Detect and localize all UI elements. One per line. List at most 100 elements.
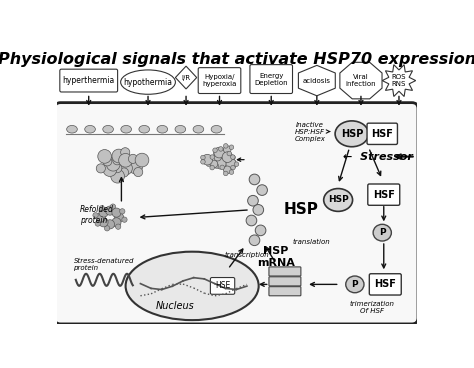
Circle shape [111,169,125,183]
Circle shape [219,147,223,151]
Circle shape [112,208,121,217]
FancyBboxPatch shape [210,277,235,294]
FancyBboxPatch shape [369,274,401,295]
Circle shape [103,157,112,166]
Ellipse shape [373,224,392,241]
Circle shape [105,220,115,229]
Circle shape [99,208,108,217]
Ellipse shape [121,70,175,94]
Circle shape [231,165,235,170]
Circle shape [257,185,267,195]
Polygon shape [175,66,197,89]
Circle shape [234,162,239,166]
Ellipse shape [67,125,77,133]
Ellipse shape [126,252,259,320]
Text: HSE: HSE [215,282,230,290]
Circle shape [98,149,111,163]
Ellipse shape [346,276,364,293]
Circle shape [118,161,132,175]
Polygon shape [382,65,416,96]
Circle shape [215,158,226,169]
Circle shape [96,213,105,222]
Circle shape [112,218,121,227]
Circle shape [214,151,218,156]
Text: P: P [379,228,385,237]
FancyBboxPatch shape [269,277,301,286]
Circle shape [119,209,125,214]
Circle shape [104,226,110,231]
FancyBboxPatch shape [269,287,301,296]
Text: P: P [352,280,358,289]
Circle shape [214,164,219,168]
Text: ROS
RNS: ROS RNS [392,74,406,87]
Text: translation: translation [292,239,330,245]
Circle shape [213,148,217,153]
Circle shape [210,160,218,168]
Circle shape [122,217,127,222]
Text: hyperthermia: hyperthermia [63,76,115,85]
FancyBboxPatch shape [60,69,118,92]
Text: Inactive
HSP:HSF
Complex: Inactive HSP:HSF Complex [294,121,326,142]
FancyBboxPatch shape [198,68,241,93]
Circle shape [249,235,260,245]
Circle shape [103,163,117,176]
FancyBboxPatch shape [269,267,301,276]
FancyBboxPatch shape [367,123,398,145]
Circle shape [246,215,257,226]
Circle shape [112,149,126,163]
Circle shape [206,162,211,166]
Ellipse shape [85,125,95,133]
Circle shape [113,164,122,173]
Text: HSP: HSP [283,202,318,217]
Circle shape [93,213,98,218]
Text: Nucleus: Nucleus [155,301,194,311]
Circle shape [95,221,100,226]
FancyBboxPatch shape [368,184,400,205]
Circle shape [115,213,124,222]
Circle shape [210,155,215,159]
Circle shape [223,144,228,148]
Circle shape [214,147,225,158]
Polygon shape [340,62,382,99]
Circle shape [220,165,225,170]
Circle shape [225,156,232,163]
Ellipse shape [335,121,369,147]
FancyBboxPatch shape [55,103,418,324]
Circle shape [106,158,120,171]
Circle shape [249,174,260,185]
Circle shape [229,145,234,149]
Circle shape [118,153,132,167]
Ellipse shape [157,125,168,133]
Text: Energy
Depletion: Energy Depletion [255,72,288,85]
Circle shape [210,165,214,170]
Circle shape [229,170,234,174]
Text: Stress-denatured
protein: Stress-denatured protein [73,258,134,271]
Circle shape [99,206,104,211]
Circle shape [231,155,235,160]
Circle shape [230,155,235,159]
Text: acidosis: acidosis [303,78,331,84]
Circle shape [105,206,115,215]
Circle shape [201,160,205,164]
Circle shape [247,195,258,206]
Text: Physiological signals that activate HSP70 expression: Physiological signals that activate HSP7… [0,53,474,67]
Circle shape [253,205,264,215]
Circle shape [128,154,137,163]
Text: HSP: HSP [341,129,363,139]
Circle shape [202,154,213,165]
Text: Hypoxia/
hyperoxia: Hypoxia/ hyperoxia [202,74,237,87]
Text: transcription: transcription [225,252,269,258]
Polygon shape [299,66,335,96]
Text: Refolded
protein: Refolded protein [80,205,113,225]
Ellipse shape [211,125,222,133]
Ellipse shape [103,125,113,133]
Text: trimerization
Of HSF: trimerization Of HSF [350,301,395,314]
Circle shape [125,160,134,169]
Text: hypothermia: hypothermia [124,78,173,86]
Circle shape [121,148,130,157]
Text: HSF: HSF [374,279,396,289]
Ellipse shape [193,125,204,133]
FancyBboxPatch shape [250,65,292,93]
Circle shape [201,155,205,160]
Text: HSF: HSF [371,129,393,139]
